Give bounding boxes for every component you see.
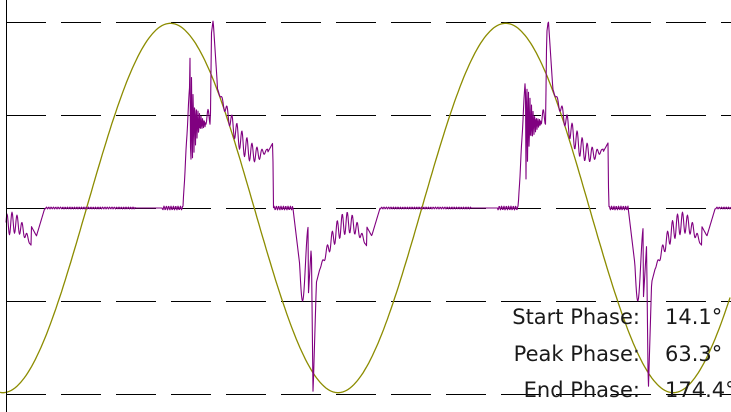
start-phase-value: 14.1° (665, 305, 722, 329)
start-phase-label: Start Phase: (512, 305, 640, 329)
phase-annotations: Start Phase: 14.1° Peak Phase: 63.3° End… (512, 305, 731, 402)
series-lines (0, 20, 731, 394)
end-phase-value: 174.4° (665, 378, 731, 402)
peak-phase-label: Peak Phase: (514, 342, 640, 366)
peak-phase-value: 63.3° (665, 342, 722, 366)
switched-trace-line (5, 20, 731, 392)
sine-series-line (0, 22, 731, 394)
end-phase-label: End Phase: (524, 378, 640, 402)
